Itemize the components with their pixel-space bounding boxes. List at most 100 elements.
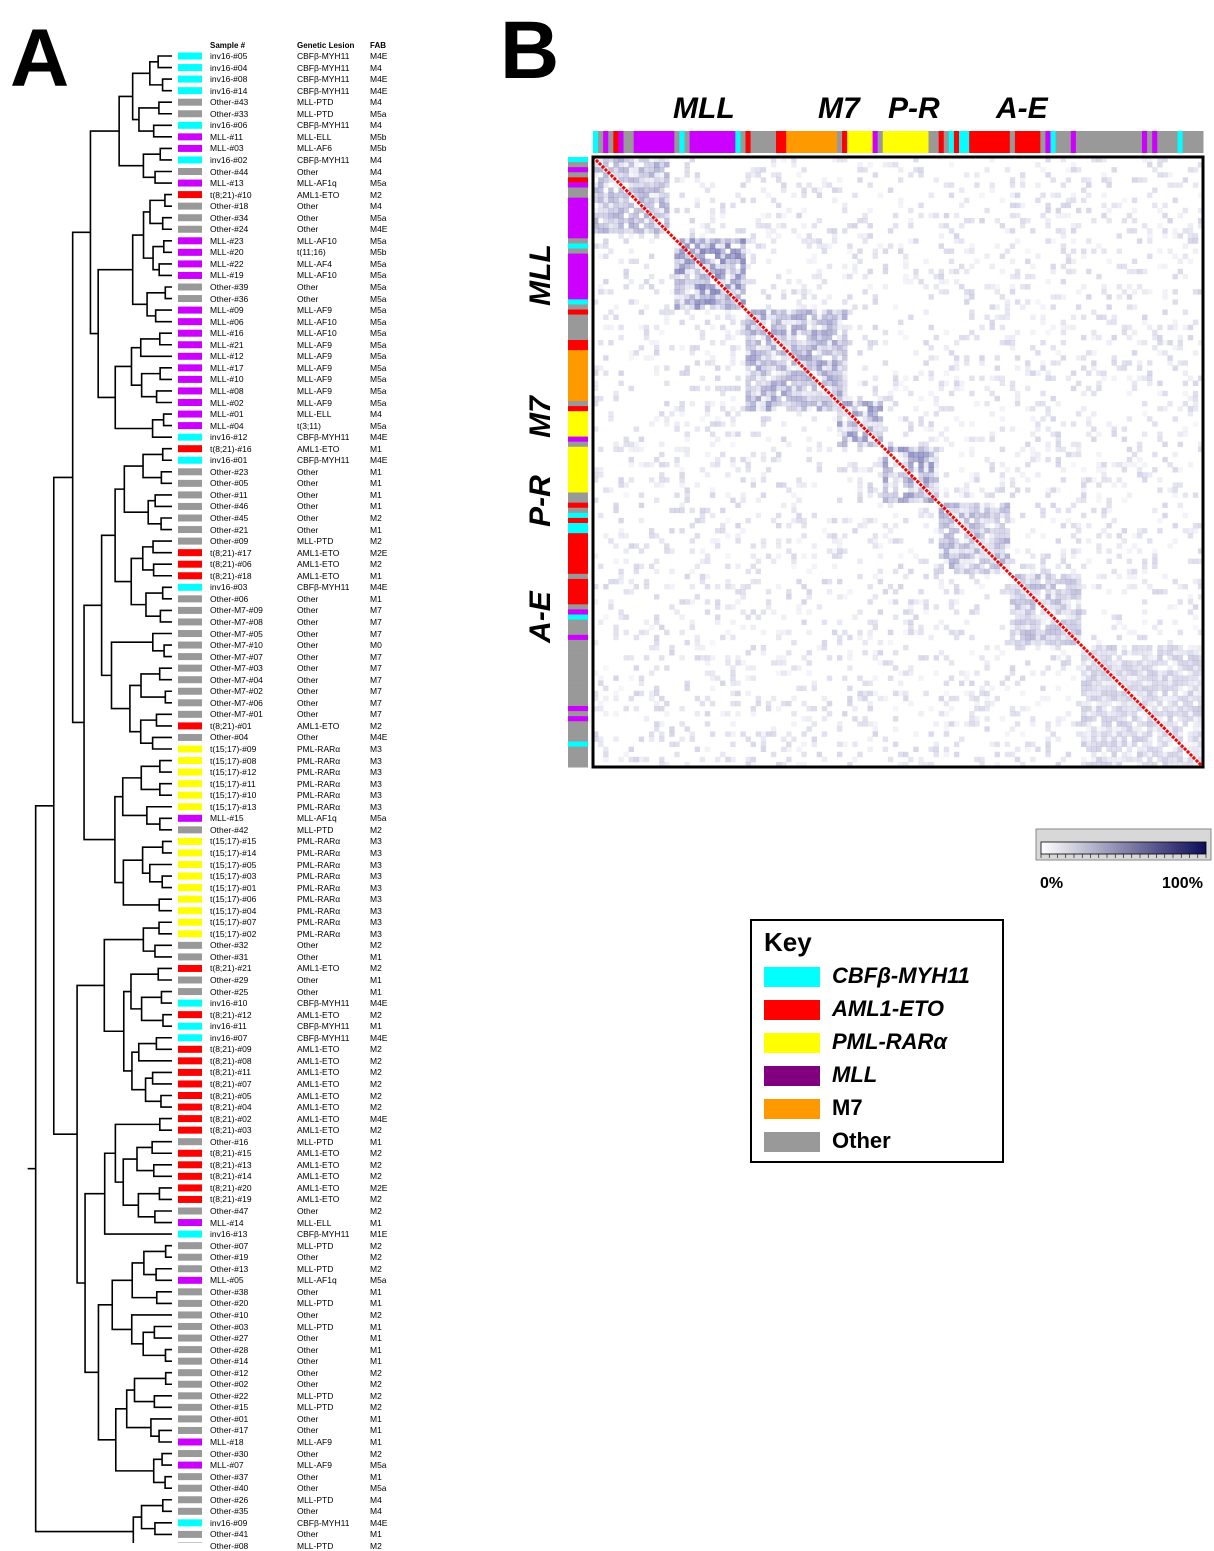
heatmap-cell — [649, 198, 654, 203]
heatmap-cell — [990, 411, 995, 416]
heatmap-cell — [1117, 711, 1122, 716]
heatmap-cell — [1142, 681, 1147, 686]
heatmap-cell — [766, 604, 771, 609]
heatmap-cell — [857, 523, 862, 528]
heatmap-cell — [883, 660, 888, 665]
heatmap-cell — [1000, 589, 1005, 594]
heatmap-cell — [1081, 655, 1086, 660]
heatmap-cell — [725, 518, 730, 523]
heatmap-cell — [679, 737, 684, 742]
heatmap-cell — [649, 731, 654, 736]
heatmap-cell — [974, 513, 979, 518]
heatmap-cell — [913, 487, 918, 492]
heatmap-cell — [751, 325, 756, 330]
heatmap-cell — [756, 406, 761, 411]
heatmap-cell — [730, 757, 735, 762]
side-annotation-cell — [568, 325, 588, 331]
heatmap-cell — [934, 335, 939, 340]
heatmap-cell — [944, 289, 949, 294]
dendrogram-branch — [158, 968, 172, 980]
heatmap-cell — [679, 264, 684, 269]
side-annotation-cell — [568, 228, 588, 234]
side-annotation-cell — [568, 421, 588, 427]
heatmap-cell — [1005, 299, 1010, 304]
sample-id: Other-#12 — [210, 1368, 248, 1378]
heatmap-cell — [730, 442, 735, 447]
heatmap-cell — [908, 665, 913, 670]
heatmap-cell — [1086, 421, 1091, 426]
heatmap-cell — [1152, 554, 1157, 559]
heatmap-cell — [862, 274, 867, 279]
heatmap-cell — [801, 701, 806, 706]
heatmap-cell — [1030, 371, 1035, 376]
heatmap-cell — [679, 320, 684, 325]
heatmap-cell — [837, 432, 842, 437]
heatmap-cell — [710, 401, 715, 406]
heatmap-cell — [1056, 635, 1061, 640]
heatmap-cell — [1045, 172, 1050, 177]
heatmap-cell — [1193, 747, 1198, 752]
heatmap-cell — [1081, 676, 1086, 681]
heatmap-cell — [649, 274, 654, 279]
heatmap-cell — [903, 432, 908, 437]
heatmap-cell — [939, 579, 944, 584]
heatmap-cell — [1025, 218, 1030, 223]
heatmap-cell — [969, 503, 974, 508]
heatmap-cell — [934, 284, 939, 289]
heatmap-cell — [659, 172, 664, 177]
heatmap-cell — [730, 721, 735, 726]
heatmap-cell — [878, 421, 883, 426]
heatmap-cell — [1015, 274, 1020, 279]
heatmap-cell — [969, 315, 974, 320]
heatmap-cell — [908, 477, 913, 482]
heatmap-cell — [730, 421, 735, 426]
heatmap-cell — [629, 218, 634, 223]
heatmap-cell — [1157, 701, 1162, 706]
heatmap-cell — [1157, 670, 1162, 675]
heatmap-cell — [613, 167, 618, 172]
heatmap-cell — [664, 208, 669, 213]
side-annotation-cell — [568, 630, 588, 636]
heatmap-cell — [812, 386, 817, 391]
heatmap-cell — [1096, 335, 1101, 340]
heatmap-cell — [893, 493, 898, 498]
heatmap-cell — [629, 579, 634, 584]
heatmap-cell — [751, 355, 756, 360]
side-annotation-cell — [568, 686, 588, 692]
heatmap-cell — [1183, 381, 1188, 386]
heatmap-cell — [934, 177, 939, 182]
sample-id: Other-#01 — [210, 1414, 248, 1424]
heatmap-cell — [1040, 360, 1045, 365]
heatmap-cell — [801, 340, 806, 345]
heatmap-cell — [1051, 630, 1056, 635]
heatmap-cell — [903, 518, 908, 523]
heatmap-cell — [878, 426, 883, 431]
heatmap-cell — [624, 533, 629, 538]
heatmap-cell — [624, 442, 629, 447]
heatmap-cell — [1152, 625, 1157, 630]
heatmap-cell — [1127, 559, 1132, 564]
heatmap-cell — [669, 726, 674, 731]
heatmap-cell — [1147, 376, 1152, 381]
heatmap-cell — [659, 472, 664, 477]
heatmap-cell — [1081, 188, 1086, 193]
heatmap-cell — [664, 198, 669, 203]
heatmap-cell — [893, 706, 898, 711]
heatmap-cell — [1010, 518, 1015, 523]
heatmap-cell — [898, 477, 903, 482]
heatmap-cell — [888, 472, 893, 477]
heatmap-cell — [1152, 686, 1157, 691]
heatmap-cell — [1091, 731, 1096, 736]
heatmap-cell — [1020, 218, 1025, 223]
heatmap-cell — [1010, 711, 1015, 716]
heatmap-cell — [1035, 421, 1040, 426]
heatmap-cell — [1071, 259, 1076, 264]
heatmap-cell — [771, 320, 776, 325]
heatmap-cell — [974, 579, 979, 584]
heatmap-cell — [720, 243, 725, 248]
heatmap-cell — [1106, 645, 1111, 650]
heatmap-cell — [1152, 691, 1157, 696]
heatmap-cell — [705, 401, 710, 406]
heatmap-cell — [1030, 274, 1035, 279]
heatmap-cell — [1040, 554, 1045, 559]
